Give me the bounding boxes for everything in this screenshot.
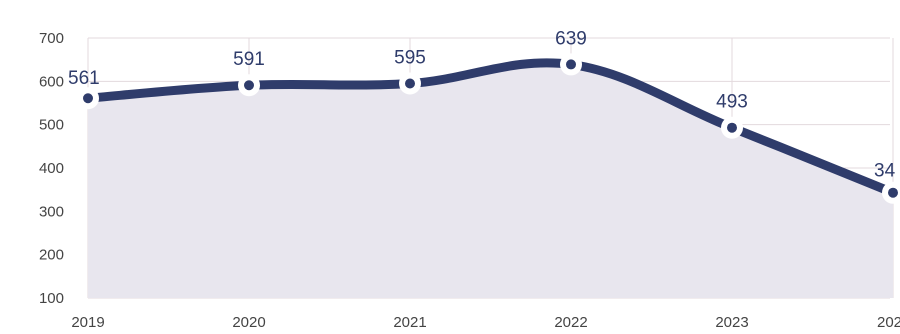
- x-tick-label: 2021: [393, 314, 426, 331]
- y-tick-label: 600: [39, 73, 64, 90]
- data-point: [238, 74, 260, 97]
- x-tick-label: 202: [877, 314, 900, 331]
- series-line: [83, 58, 898, 198]
- x-axis-tick-labels: 2019 2020 2021 2022 2023 202: [71, 314, 900, 331]
- x-tick-label: 2020: [232, 314, 265, 331]
- y-axis-tick-labels: 700 600 500 400 300 200 100: [39, 30, 64, 307]
- data-labels: 561 591 595 639 493 34: [68, 28, 896, 181]
- y-tick-label: 200: [39, 247, 64, 264]
- data-point-dot: [566, 59, 576, 70]
- x-tick-label: 2022: [554, 314, 587, 331]
- data-point-dot: [727, 122, 737, 133]
- data-point: [721, 116, 743, 139]
- data-point-dot: [405, 78, 415, 89]
- data-point: [560, 53, 582, 76]
- data-label: 595: [394, 48, 426, 69]
- data-points: [77, 53, 900, 204]
- y-tick-label: 300: [39, 203, 64, 220]
- data-label: 493: [716, 92, 748, 113]
- data-label: 639: [555, 28, 587, 49]
- area-fill: [88, 62, 893, 298]
- y-tick-label: 700: [39, 30, 64, 47]
- data-label: 591: [233, 49, 265, 70]
- y-tick-label: 500: [39, 117, 64, 134]
- x-tick-label: 2019: [71, 314, 104, 331]
- data-point-dot: [83, 93, 93, 104]
- y-tick-label: 100: [39, 290, 64, 307]
- data-point-dot: [888, 187, 898, 198]
- y-tick-label: 400: [39, 160, 64, 177]
- data-point: [77, 87, 99, 110]
- x-tick-label: 2023: [715, 314, 748, 331]
- data-point-dot: [244, 80, 254, 91]
- data-label: 561: [68, 68, 100, 89]
- data-point: [882, 181, 900, 204]
- data-label: 34: [874, 161, 896, 182]
- data-point: [399, 72, 421, 95]
